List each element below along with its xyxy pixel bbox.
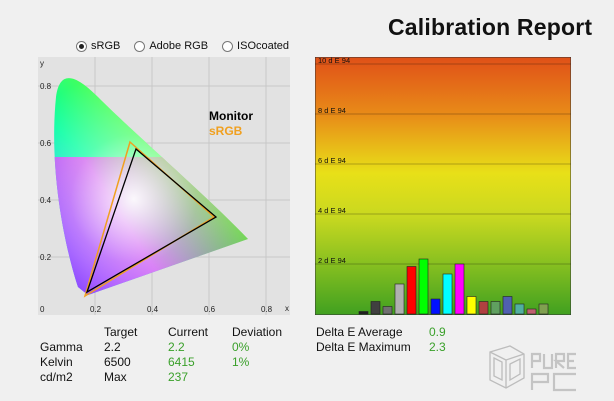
color-space-selector: sRGB Adobe RGB ISOcoated xyxy=(76,40,289,52)
y-tick-label: 8 d E 94 xyxy=(318,106,346,115)
origin-label: 0 xyxy=(40,305,45,314)
delta-e-average-row: Delta E Average 0.9 xyxy=(316,325,446,340)
deviation-value xyxy=(232,370,302,385)
delta-e-bar xyxy=(430,298,441,315)
row-label: cd/m2 xyxy=(40,370,73,384)
table-row: Gamma 2.2 2.2 0% xyxy=(40,340,302,355)
y-tick-label: 0.8 xyxy=(40,82,52,91)
radio-label: Adobe RGB xyxy=(149,40,209,52)
radio-srgb[interactable]: sRGB xyxy=(76,40,120,52)
cie-gamut-diagram: y x 0 0.8 0.6 0.4 0.2 0.2 0.4 0.6 0.8 Mo… xyxy=(38,57,290,315)
legend-srgb: sRGB xyxy=(209,124,243,138)
target-value: Max xyxy=(104,370,127,384)
axis-y-label: y xyxy=(40,59,44,68)
y-tick-label: 4 d E 94 xyxy=(318,206,346,215)
row-label: Gamma xyxy=(40,340,83,354)
radio-adobe-rgb[interactable]: Adobe RGB xyxy=(134,40,208,52)
delta-e-bar xyxy=(538,303,549,315)
delta-e-bar xyxy=(382,306,393,315)
radio-selected-icon[interactable] xyxy=(76,40,87,52)
radio-label: ISOcoated xyxy=(237,40,290,52)
delta-e-bar xyxy=(490,301,501,315)
delta-e-bar xyxy=(526,308,537,315)
table-header: Deviation xyxy=(232,325,283,339)
row-label: Kelvin xyxy=(40,355,73,369)
deviation-value: 1% xyxy=(232,355,250,369)
y-tick-label: 0.6 xyxy=(40,139,52,148)
y-tick-label: 10 d E 94 xyxy=(318,57,350,65)
delta-e-bar xyxy=(358,311,369,315)
current-value: 2.2 xyxy=(168,340,185,354)
delta-e-average-value: 0.9 xyxy=(429,325,446,339)
table-header-row: Target Current Deviation xyxy=(40,325,302,340)
delta-e-bar xyxy=(454,263,465,315)
delta-e-maximum-label: Delta E Maximum xyxy=(316,340,411,354)
current-value: 237 xyxy=(168,370,189,384)
deviation-value: 0% xyxy=(232,340,250,354)
target-value: 6500 xyxy=(104,355,131,369)
y-tick-label: 2 d E 94 xyxy=(318,256,346,265)
delta-e-bar xyxy=(514,303,525,315)
delta-e-maximum-value: 2.3 xyxy=(429,340,446,354)
delta-e-bar xyxy=(442,273,453,315)
purepc-logo-icon xyxy=(489,345,576,392)
radio-unselected-icon[interactable] xyxy=(134,40,146,52)
monitor-gamut-triangle xyxy=(85,147,218,294)
x-tick-label: 0.8 xyxy=(261,305,273,314)
delta-e-bar xyxy=(418,258,429,315)
radio-label: sRGB xyxy=(91,40,121,52)
x-tick-label: 0.2 xyxy=(90,305,102,314)
y-tick-label: 6 d E 94 xyxy=(318,156,346,165)
delta-e-bar xyxy=(502,296,513,315)
y-tick-label: 0.2 xyxy=(40,253,52,262)
chart-background xyxy=(315,57,571,315)
chart-gridlines xyxy=(315,63,571,265)
delta-e-bar xyxy=(394,283,405,315)
table-header: Current xyxy=(168,325,209,339)
table-row: cd/m2 Max 237 xyxy=(40,370,302,385)
delta-e-bar-chart: 2 d E 94 4 d E 94 6 d E 94 8 d E 94 10 d E 9… xyxy=(315,57,571,315)
target-value: 2.2 xyxy=(104,340,121,354)
legend-monitor: Monitor xyxy=(209,109,253,123)
y-tick-label: 0.4 xyxy=(40,196,52,205)
delta-e-maximum-row: Delta E Maximum 2.3 xyxy=(316,340,446,355)
delta-e-average-label: Delta E Average xyxy=(316,325,403,339)
table-header xyxy=(40,325,104,340)
radio-isocoated[interactable]: ISOcoated xyxy=(222,40,289,52)
delta-e-bar xyxy=(406,266,417,315)
axis-x-label: x xyxy=(285,304,289,313)
delta-e-bar xyxy=(370,301,381,315)
radio-unselected-icon[interactable] xyxy=(222,40,234,52)
delta-e-bar xyxy=(466,296,477,315)
x-tick-label: 0.4 xyxy=(147,305,159,314)
delta-e-bar xyxy=(478,301,489,315)
table-row: Kelvin 6500 6415 1% xyxy=(40,355,302,370)
delta-e-summary: Delta E Average 0.9 Delta E Maximum 2.3 xyxy=(316,325,446,355)
table-header: Target xyxy=(104,325,138,339)
current-value: 6415 xyxy=(168,355,195,369)
x-tick-label: 0.6 xyxy=(204,305,216,314)
calibration-stats-table: Target Current Deviation Gamma 2.2 2.2 0… xyxy=(40,325,302,385)
report-title: Calibration Report xyxy=(388,14,593,40)
